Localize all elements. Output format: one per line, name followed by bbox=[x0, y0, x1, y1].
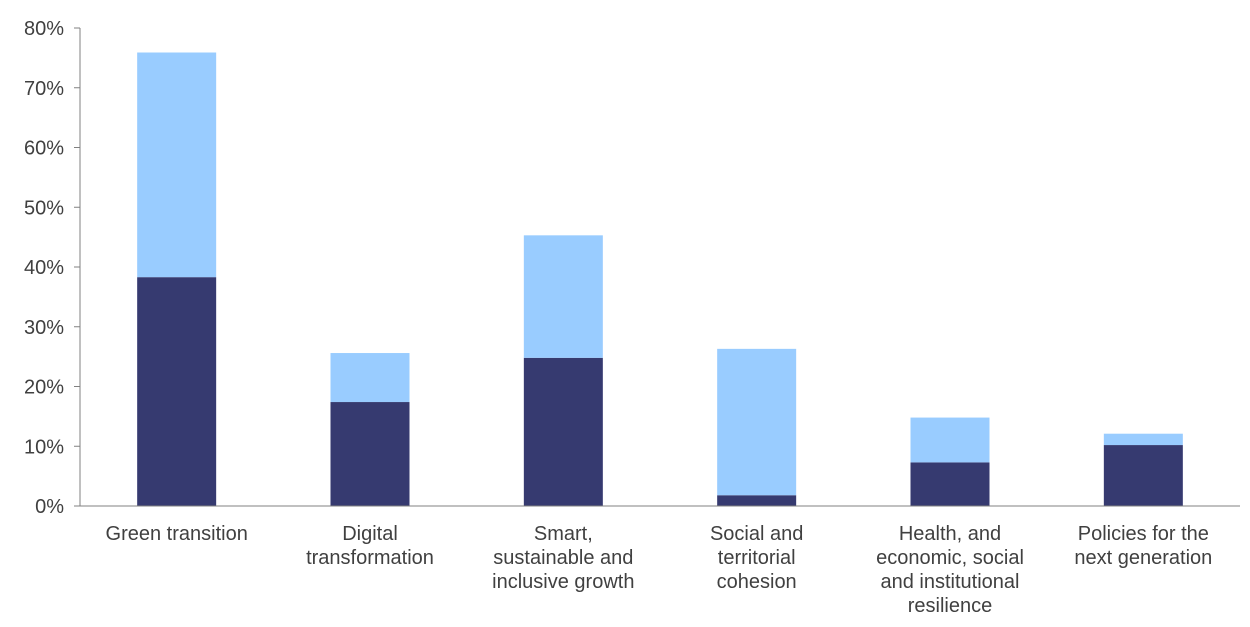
y-tick-label: 50% bbox=[24, 197, 64, 219]
bar-series-1-cat-5 bbox=[1103, 433, 1183, 446]
x-category-label-line: Health, and bbox=[899, 523, 1001, 545]
y-axis: 0% 10% 20% 30% 40% 50% 60% 70% 80% bbox=[24, 18, 81, 518]
x-category-label-line: resilience bbox=[908, 595, 992, 617]
x-category-label: Green transition bbox=[106, 523, 248, 545]
bar-series-0-cat-2 bbox=[523, 357, 603, 506]
x-category-label-line: inclusive growth bbox=[492, 571, 634, 593]
x-category-label: Policies for the next generation bbox=[1074, 523, 1212, 569]
y-tick-label: 10% bbox=[24, 436, 64, 458]
bar-series-1-cat-4 bbox=[910, 417, 990, 463]
x-category-label-line: sustainable and bbox=[493, 547, 633, 569]
x-category-label: Health, and economic, social and instituti… bbox=[876, 523, 1024, 617]
x-category-label-line: Digital bbox=[342, 523, 398, 545]
bar-series-1-cat-3 bbox=[717, 348, 797, 496]
x-category-label-line: Smart, bbox=[534, 523, 593, 545]
y-tick-label: 60% bbox=[24, 138, 64, 160]
y-tick-label: 0% bbox=[35, 496, 64, 518]
x-category-label-line: next generation bbox=[1074, 547, 1212, 569]
bar-series-0-cat-3 bbox=[717, 495, 797, 506]
bar-series-0-cat-4 bbox=[910, 462, 990, 506]
y-tick-label: 80% bbox=[24, 18, 64, 40]
x-category-label-line: transformation bbox=[306, 547, 434, 569]
bar-series-1-cat-2 bbox=[523, 235, 603, 358]
bar-series-0-cat-1 bbox=[330, 402, 410, 506]
y-tick-label: 20% bbox=[24, 377, 64, 399]
y-tick-label: 30% bbox=[24, 317, 64, 339]
x-category-label-line: Policies for the bbox=[1078, 523, 1209, 545]
x-category-label-line: and institutional bbox=[881, 571, 1020, 593]
bars bbox=[137, 52, 1183, 506]
x-category-label-line: economic, social bbox=[876, 547, 1024, 569]
y-tick-label: 40% bbox=[24, 257, 64, 279]
x-category-label-line: territorial bbox=[718, 547, 796, 569]
x-category-label: Smart, sustainable and inclusive growth bbox=[492, 523, 634, 593]
bar-series-0-cat-0 bbox=[137, 277, 217, 506]
x-category-label-line: Green transition bbox=[106, 523, 248, 545]
bar-series-1-cat-0 bbox=[137, 52, 217, 278]
x-category-label: Digital transformation bbox=[306, 523, 434, 569]
y-tick-label: 70% bbox=[24, 78, 64, 100]
bar-series-1-cat-1 bbox=[330, 353, 410, 403]
x-category-label-line: Social and bbox=[710, 523, 803, 545]
x-category-label: Social and territorial cohesion bbox=[710, 523, 803, 593]
x-axis: Green transition Digital transformation Sma… bbox=[80, 505, 1240, 617]
x-category-label-line: cohesion bbox=[717, 571, 797, 593]
bar-series-0-cat-5 bbox=[1103, 445, 1183, 506]
